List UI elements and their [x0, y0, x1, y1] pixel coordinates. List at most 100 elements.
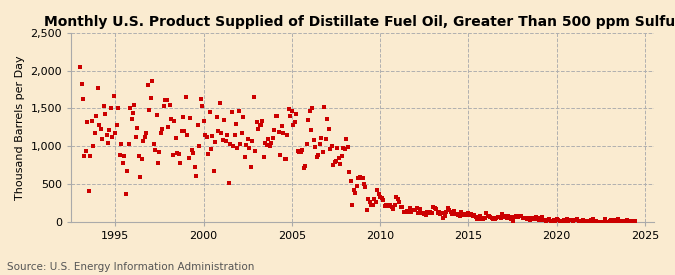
Point	[327, 163, 338, 167]
Point	[554, 219, 565, 224]
Point	[110, 131, 121, 135]
Point	[167, 153, 178, 157]
Point	[519, 216, 530, 221]
Point	[588, 216, 599, 221]
Point	[247, 139, 258, 144]
Point	[572, 217, 583, 221]
Point	[503, 214, 514, 219]
Point	[238, 115, 249, 119]
Point	[603, 219, 614, 224]
Point	[610, 219, 621, 224]
Point	[360, 184, 371, 189]
Point	[279, 156, 290, 161]
Point	[163, 125, 173, 129]
Point	[375, 194, 385, 199]
Point	[563, 219, 574, 223]
Point	[457, 213, 468, 218]
Point	[507, 218, 518, 223]
Point	[120, 192, 131, 197]
Point	[502, 216, 512, 220]
Point	[357, 176, 368, 180]
Point	[597, 219, 608, 224]
Point	[119, 154, 130, 158]
Point	[550, 219, 561, 224]
Point	[614, 219, 625, 224]
Point	[392, 197, 403, 202]
Point	[223, 180, 234, 185]
Point	[192, 122, 203, 127]
Point	[450, 211, 460, 216]
Point	[265, 143, 275, 148]
Point	[290, 119, 300, 124]
Point	[397, 204, 408, 209]
Point	[95, 127, 106, 131]
Point	[478, 216, 489, 221]
Point	[535, 216, 546, 220]
Point	[288, 123, 299, 127]
Point	[491, 216, 502, 220]
Point	[245, 165, 256, 169]
Point	[78, 97, 88, 101]
Point	[276, 124, 287, 128]
Point	[403, 209, 414, 214]
Point	[256, 123, 267, 127]
Point	[326, 144, 337, 148]
Point	[146, 79, 157, 83]
Point	[98, 104, 109, 108]
Point	[332, 145, 343, 150]
Point	[139, 135, 150, 140]
Point	[92, 86, 103, 90]
Point	[528, 216, 539, 221]
Point	[341, 137, 352, 141]
Point	[494, 215, 505, 219]
Point	[209, 169, 219, 174]
Point	[423, 211, 434, 216]
Point	[470, 215, 481, 219]
Point	[462, 213, 472, 217]
Point	[469, 213, 480, 218]
Point	[429, 206, 440, 210]
Point	[595, 219, 606, 224]
Point	[331, 159, 342, 163]
Point	[79, 153, 90, 158]
Point	[322, 117, 333, 121]
Point	[477, 216, 487, 220]
Text: Source: U.S. Energy Information Administration: Source: U.S. Energy Information Administ…	[7, 262, 254, 272]
Point	[414, 207, 425, 212]
Point	[136, 156, 147, 161]
Point	[426, 210, 437, 215]
Point	[248, 95, 259, 99]
Point	[234, 108, 244, 113]
Point	[347, 202, 358, 207]
Point	[141, 131, 152, 136]
Point	[272, 114, 283, 119]
Point	[213, 129, 223, 133]
Point	[82, 119, 92, 124]
Point	[307, 106, 318, 111]
Point	[134, 153, 144, 158]
Point	[308, 138, 319, 143]
Point	[235, 142, 246, 147]
Point	[437, 211, 448, 215]
Point	[211, 115, 222, 119]
Point	[182, 133, 193, 137]
Point	[448, 209, 459, 213]
Point	[275, 153, 286, 157]
Point	[573, 219, 584, 224]
Point	[396, 205, 406, 209]
Point	[329, 160, 340, 164]
Point	[376, 196, 387, 201]
Point	[80, 148, 91, 153]
Point	[323, 127, 334, 131]
Point	[155, 131, 166, 136]
Point	[608, 219, 618, 224]
Point	[371, 200, 381, 205]
Point	[625, 219, 636, 224]
Point	[135, 175, 146, 180]
Point	[344, 170, 354, 174]
Point	[514, 214, 525, 218]
Point	[541, 219, 551, 223]
Point	[438, 215, 449, 220]
Point	[281, 157, 292, 161]
Point	[538, 217, 549, 222]
